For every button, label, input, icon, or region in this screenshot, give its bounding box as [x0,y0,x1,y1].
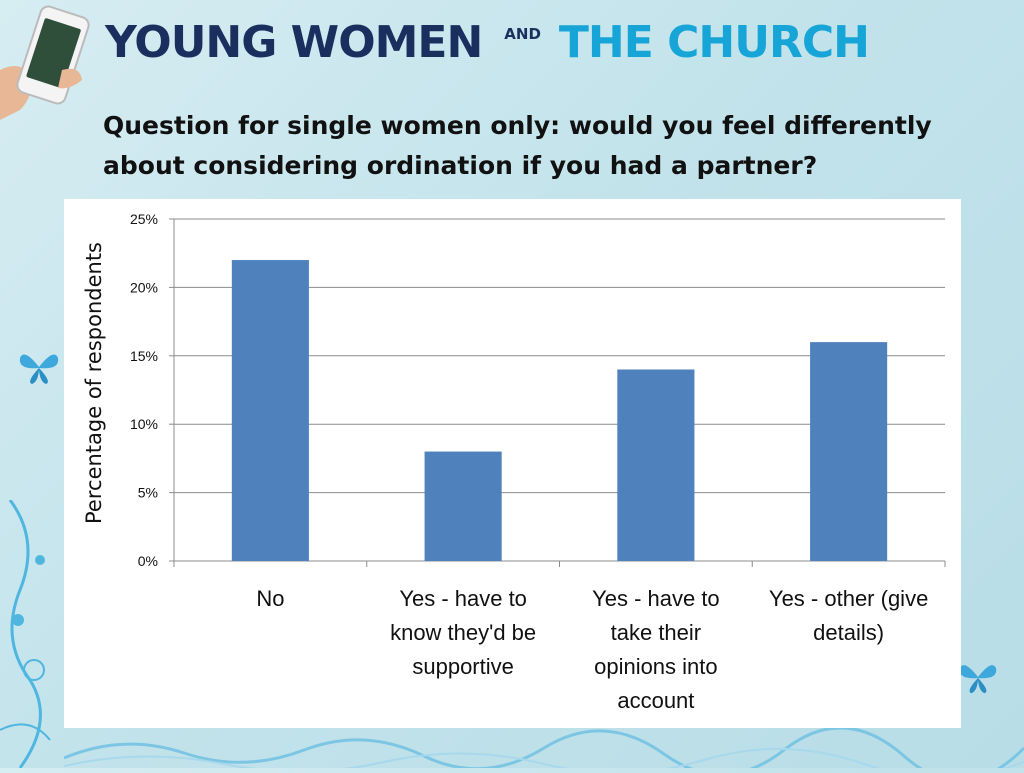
butterfly-icon [958,658,998,696]
x-category-label: opinions into [594,654,718,679]
x-category-label: details) [813,620,884,645]
y-tick-label: 20% [130,279,158,295]
x-category-label: Yes - have to [592,586,720,611]
x-category-label: supportive [412,654,514,679]
y-tick-label: 15% [130,348,158,364]
title-and: AND [504,25,541,43]
x-category-label: Yes - other (give [769,586,928,611]
y-axis-title: Percentage of respondents [82,242,106,524]
floral-ornament [63,726,1024,773]
floral-ornament [0,499,64,769]
phone-in-hand-image [0,0,95,120]
x-category-label: Yes - have to [399,586,527,611]
x-category-label: know they'd be [390,620,536,645]
question-heading: Question for single women only: would yo… [103,111,932,180]
bar-2 [617,369,695,561]
bar-0 [231,260,309,561]
title-the-church: THE CHURCH [558,16,870,68]
header-title: YOUNG WOMEN AND THE CHURCH [105,14,870,70]
title-young-women: YOUNG WOMEN [105,16,483,68]
y-tick-label: 0% [138,553,158,569]
x-category-label: take their [611,620,702,645]
y-tick-label: 10% [130,416,158,432]
x-category-label: account [617,688,694,713]
bar-1 [424,451,502,561]
x-category-label: No [256,586,284,611]
bar-3 [810,342,888,561]
y-tick-label: 25% [130,211,158,227]
chart-panel: 0% 5% 10% 15% 20% 25% No Yes - have to know they… [64,199,961,728]
y-tick-label: 5% [138,485,158,501]
bar-chart: 0% 5% 10% 15% 20% 25% No Yes - have to know they… [82,211,946,713]
butterfly-icon [18,348,60,386]
